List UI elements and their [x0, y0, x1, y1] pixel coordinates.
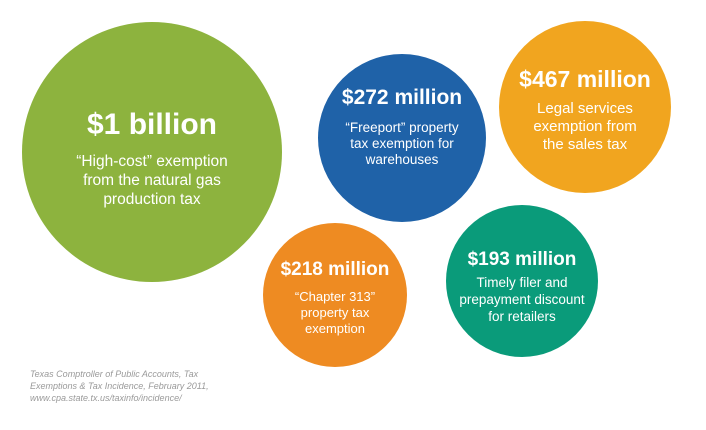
bubble-218-million: $218 million “Chapter 313”property taxexe…: [263, 223, 407, 367]
bubble-193-million: $193 million Timely filer and prepayment d…: [446, 205, 598, 357]
bubble-circle: [263, 223, 407, 367]
bubble-description-line: “Freeport” property: [345, 120, 459, 135]
bubble-description-line: prepayment discount: [459, 292, 585, 307]
bubble-description-line: “Chapter 313”: [295, 289, 375, 304]
source-citation: Texas Comptroller of Public Accounts, Ta…: [30, 368, 270, 404]
bubble-description-line: Timely filer and: [476, 275, 567, 290]
bubble-circle: [22, 22, 282, 282]
bubble-circle: [499, 21, 671, 193]
bubble-description-line: exemption: [305, 321, 365, 336]
bubble-description-line: from the natural gas: [83, 172, 221, 189]
source-line: www.cpa.state.tx.us/taxinfo/incidence/: [30, 393, 182, 403]
bubble-description-line: warehouses: [365, 152, 439, 167]
bubble-description-line: property tax: [301, 305, 370, 320]
bubble-amount-label: $1 billion: [87, 108, 217, 141]
bubble-description-line: “High-cost” exemption: [76, 153, 228, 170]
bubble-description-line: tax exemption for: [350, 136, 454, 151]
bubble-amount-label: $193 million: [468, 249, 577, 270]
bubble-circle: [318, 54, 486, 222]
bubble-description-line: production tax: [103, 191, 201, 208]
bubble-description-line: for retailers: [488, 309, 556, 324]
source-line: Exemptions & Tax Incidence, February 201…: [30, 381, 209, 391]
source-line: Texas Comptroller of Public Accounts, Ta…: [30, 369, 199, 379]
bubble-1-billion: $1 billion “High-cost” exemption from the …: [22, 22, 282, 282]
bubble-amount-label: $218 million: [281, 259, 390, 280]
bubble-description-line: exemption from: [533, 118, 636, 135]
bubble-amount-label: $272 million: [342, 86, 462, 109]
bubble-description-line: Legal services: [537, 100, 633, 117]
bubble-circle: [446, 205, 598, 357]
bubble-amount-label: $467 million: [519, 66, 651, 92]
bubble-description-line: the sales tax: [543, 136, 628, 153]
